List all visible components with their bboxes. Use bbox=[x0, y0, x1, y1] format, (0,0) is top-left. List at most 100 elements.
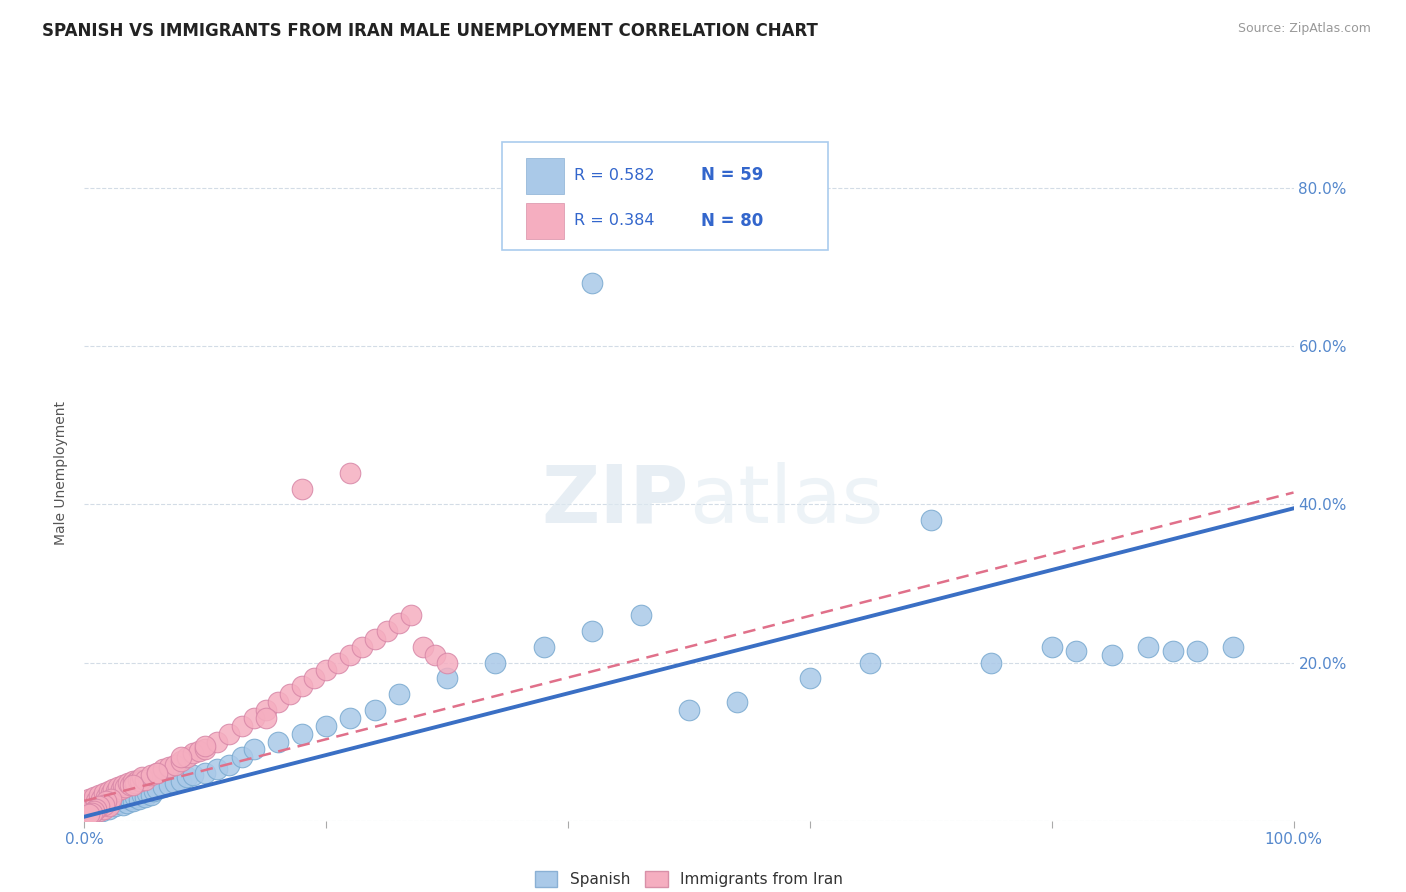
Point bbox=[152, 762, 174, 776]
Point bbox=[120, 791, 142, 805]
Point bbox=[1040, 640, 1063, 654]
Point bbox=[920, 513, 942, 527]
Point bbox=[291, 482, 314, 496]
Point bbox=[97, 783, 120, 797]
Point bbox=[581, 276, 603, 290]
Text: SPANISH VS IMMIGRANTS FROM IRAN MALE UNEMPLOYMENT CORRELATION CHART: SPANISH VS IMMIGRANTS FROM IRAN MALE UNE… bbox=[42, 22, 818, 40]
Point bbox=[1161, 643, 1184, 657]
Point bbox=[170, 755, 193, 769]
FancyBboxPatch shape bbox=[526, 202, 564, 239]
Point bbox=[218, 758, 240, 772]
Point bbox=[363, 703, 385, 717]
Y-axis label: Male Unemployment: Male Unemployment bbox=[55, 401, 69, 545]
Text: atlas: atlas bbox=[689, 461, 883, 540]
Legend: Spanish, Immigrants from Iran: Spanish, Immigrants from Iran bbox=[529, 865, 849, 892]
Point bbox=[859, 656, 882, 670]
Point bbox=[328, 656, 350, 670]
Point bbox=[120, 778, 142, 792]
Point bbox=[97, 799, 120, 814]
Point bbox=[388, 687, 411, 701]
Point bbox=[121, 794, 143, 808]
Point bbox=[207, 762, 229, 776]
Point bbox=[83, 804, 105, 818]
Text: N = 80: N = 80 bbox=[702, 212, 763, 230]
Point bbox=[134, 789, 156, 804]
Point bbox=[87, 802, 110, 816]
Point bbox=[93, 786, 115, 800]
Point bbox=[339, 648, 361, 662]
Point bbox=[104, 783, 127, 797]
Point bbox=[302, 671, 325, 685]
Point bbox=[121, 774, 143, 789]
Point bbox=[581, 624, 603, 638]
Point bbox=[242, 711, 264, 725]
Point bbox=[124, 775, 146, 789]
Point bbox=[128, 791, 150, 805]
Point bbox=[87, 799, 110, 814]
Point bbox=[423, 648, 446, 662]
Point bbox=[90, 791, 112, 805]
Point bbox=[188, 744, 211, 758]
Point bbox=[100, 797, 122, 812]
Point bbox=[194, 766, 217, 780]
Point bbox=[176, 770, 198, 784]
Point bbox=[165, 758, 187, 772]
Point bbox=[176, 750, 198, 764]
Point bbox=[112, 797, 135, 812]
Text: Source: ZipAtlas.com: Source: ZipAtlas.com bbox=[1237, 22, 1371, 36]
Point bbox=[94, 797, 117, 812]
Point bbox=[83, 789, 105, 804]
Point bbox=[97, 802, 120, 816]
Point bbox=[1222, 640, 1244, 654]
Point bbox=[131, 789, 153, 803]
Point bbox=[799, 671, 821, 685]
Point bbox=[725, 695, 748, 709]
Point bbox=[146, 782, 169, 797]
Point bbox=[315, 664, 337, 678]
Point bbox=[80, 805, 103, 820]
Point bbox=[146, 766, 169, 780]
Point bbox=[86, 802, 108, 816]
Point bbox=[242, 742, 264, 756]
Point bbox=[129, 774, 152, 789]
Point bbox=[152, 780, 174, 795]
Point bbox=[110, 782, 132, 797]
Point bbox=[79, 807, 101, 822]
Point bbox=[1101, 648, 1123, 662]
Point bbox=[157, 778, 180, 792]
Point bbox=[139, 789, 162, 803]
Point bbox=[980, 656, 1002, 670]
Point bbox=[134, 772, 156, 787]
Point bbox=[121, 778, 143, 792]
Point bbox=[170, 750, 193, 764]
Point bbox=[139, 768, 162, 782]
Point bbox=[363, 632, 385, 646]
Point bbox=[93, 802, 115, 816]
Point bbox=[110, 794, 132, 808]
Point bbox=[207, 734, 229, 748]
Point bbox=[117, 775, 139, 789]
Point bbox=[218, 726, 240, 740]
Point bbox=[83, 805, 105, 820]
Point bbox=[77, 791, 100, 805]
Point bbox=[94, 794, 117, 808]
Point bbox=[181, 768, 204, 782]
Point bbox=[339, 711, 361, 725]
Point bbox=[131, 770, 153, 784]
Point bbox=[339, 466, 361, 480]
Point bbox=[231, 750, 253, 764]
Text: R = 0.582: R = 0.582 bbox=[574, 168, 655, 183]
Point bbox=[1185, 643, 1208, 657]
Point bbox=[93, 797, 115, 812]
FancyBboxPatch shape bbox=[526, 158, 564, 194]
Point bbox=[100, 786, 122, 800]
Point bbox=[77, 807, 100, 822]
Point bbox=[115, 796, 138, 810]
Point bbox=[100, 791, 122, 805]
Point bbox=[231, 719, 253, 733]
Point bbox=[80, 796, 103, 810]
Point bbox=[315, 719, 337, 733]
Point bbox=[103, 782, 125, 797]
Point bbox=[76, 794, 98, 808]
Point bbox=[114, 780, 136, 795]
